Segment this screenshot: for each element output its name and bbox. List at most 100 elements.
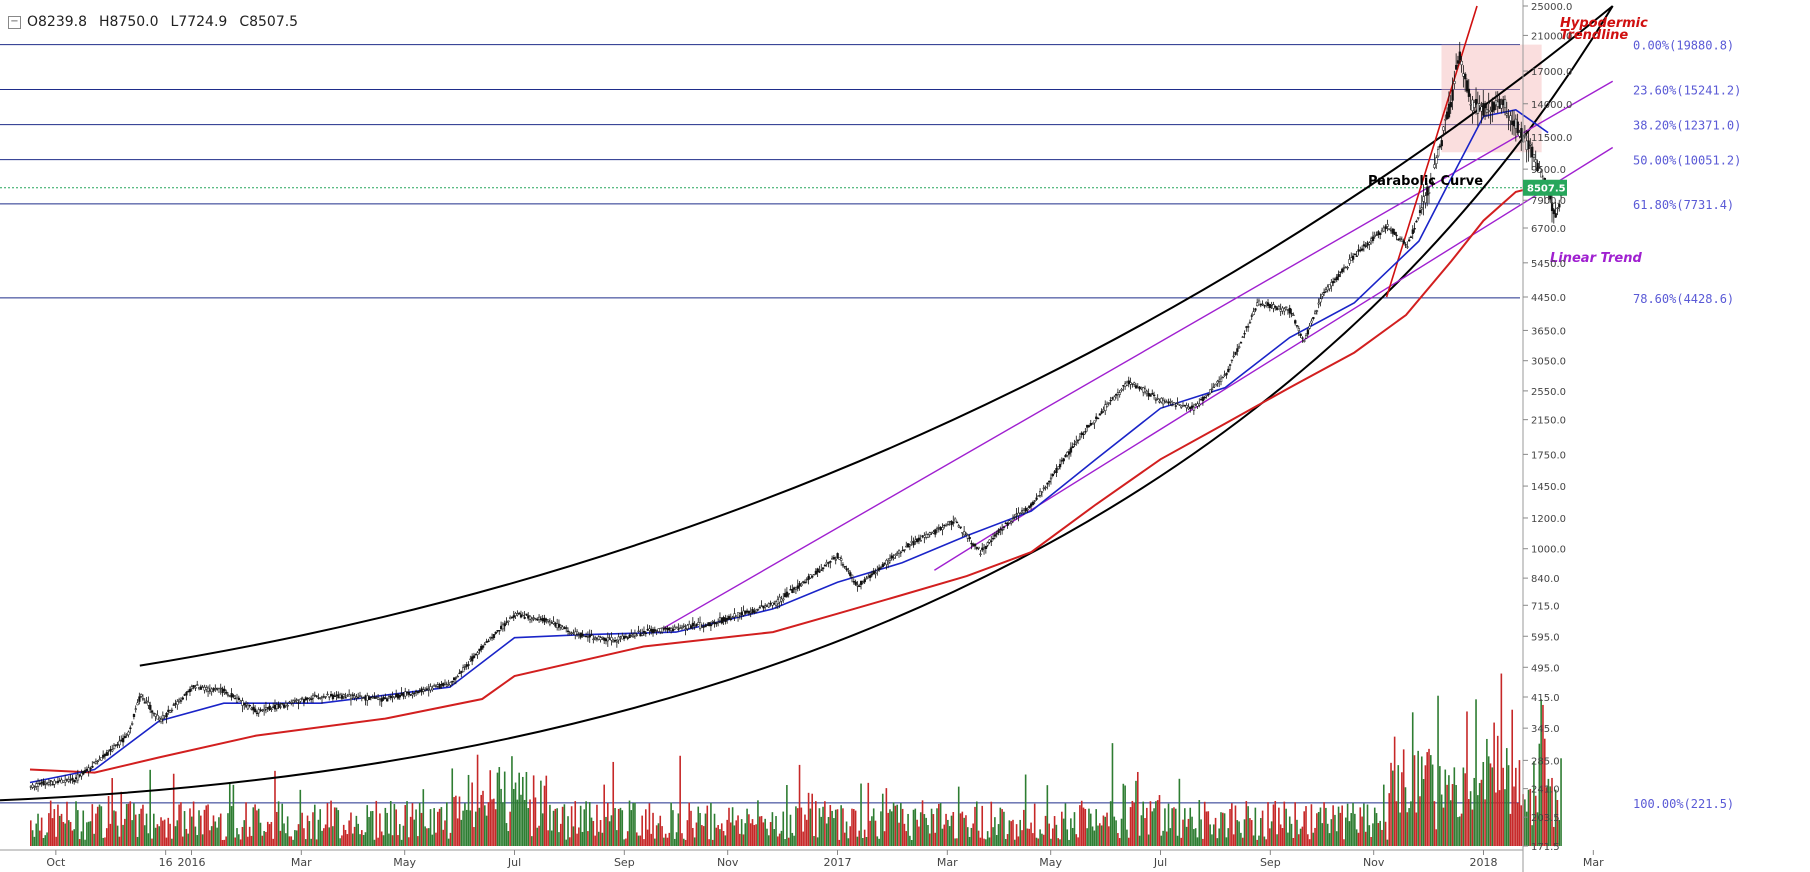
volume-bar	[672, 810, 674, 846]
volume-bar	[57, 804, 59, 846]
volume-bar	[983, 838, 985, 846]
volume-bar	[581, 831, 584, 846]
candle-body	[1556, 207, 1559, 210]
volume-bar	[710, 802, 712, 846]
candle-body	[1210, 388, 1214, 390]
volume-bar	[858, 830, 861, 846]
y-tick-label: 3650.0	[1531, 326, 1566, 337]
volume-bar	[849, 826, 851, 846]
candle-body	[532, 617, 535, 619]
candle-body	[604, 638, 608, 642]
candle-body	[131, 723, 134, 725]
volume-bar	[1558, 819, 1561, 846]
candle-body	[1411, 229, 1414, 234]
volume-bar	[1258, 835, 1260, 846]
volume-bar	[907, 813, 909, 846]
volume-bar	[281, 803, 284, 846]
volume-bar	[1424, 765, 1427, 846]
volume-bar	[829, 805, 832, 846]
volume-bar	[438, 808, 441, 846]
volume-bar	[641, 815, 643, 846]
y-tick-label: 840.0	[1531, 574, 1560, 585]
volume-bar	[684, 839, 687, 846]
volume-bar	[317, 819, 320, 846]
volume-bar	[1249, 818, 1251, 846]
volume-bar	[1283, 801, 1286, 846]
volume-bar	[1131, 800, 1134, 846]
price-axis[interactable]: 25000.021000.017000.014000.011500.09500.…	[1522, 0, 1572, 872]
volume-bar	[1453, 767, 1456, 846]
candle-body	[266, 707, 270, 709]
volume-bar	[1373, 807, 1376, 846]
volume-bar	[163, 819, 166, 846]
candle-body	[1408, 239, 1411, 242]
candle-body	[932, 531, 935, 534]
y-tick-label: 203.5	[1531, 813, 1560, 824]
volume-bar	[212, 815, 215, 846]
candle-body	[1111, 397, 1114, 399]
volume-bar	[1406, 812, 1409, 846]
candle-body	[136, 702, 139, 706]
candle-body	[778, 596, 781, 603]
candle-body	[1333, 278, 1337, 281]
volume-bar	[115, 811, 117, 846]
volume-bar	[1057, 838, 1059, 846]
candle-body	[1415, 220, 1418, 223]
volume-bar	[30, 820, 32, 846]
volume-bar	[863, 829, 866, 846]
volume-bar	[105, 828, 108, 846]
volume-bar	[954, 838, 956, 846]
candle-body	[212, 688, 215, 691]
high-value: H8750.0	[99, 14, 159, 30]
volume-bar	[104, 837, 106, 846]
volume-bar	[1363, 803, 1365, 846]
volume-bar	[992, 827, 994, 846]
volume-bar	[1538, 743, 1541, 846]
volume-bar	[1551, 777, 1553, 846]
candle-body	[941, 527, 944, 530]
candle-body	[545, 619, 548, 621]
volume-bar	[328, 827, 331, 846]
volume-bar	[892, 802, 895, 846]
volume-bar	[865, 836, 868, 846]
candle-body	[829, 561, 832, 563]
candle-body	[415, 690, 418, 693]
volume-bar	[997, 824, 1000, 846]
volume-bar	[1471, 809, 1474, 846]
candle-body	[105, 752, 109, 756]
candle-body	[1198, 403, 1201, 406]
candle-body	[628, 634, 631, 639]
candle-body	[324, 696, 327, 698]
candle-body	[585, 635, 588, 638]
candle-body	[1498, 98, 1501, 109]
volume-bar	[1053, 816, 1056, 846]
volume-bar	[1319, 807, 1322, 846]
candle-body	[429, 686, 432, 691]
volume-bar	[1245, 801, 1248, 846]
volume-bar	[33, 836, 36, 846]
candle-body	[536, 618, 539, 621]
volume-bar	[1515, 767, 1517, 846]
volume-bar	[256, 810, 258, 846]
volume-bar	[270, 821, 273, 846]
volume-bar	[1428, 748, 1430, 846]
volume-bar	[831, 810, 833, 846]
candle-body	[438, 684, 441, 689]
time-axis[interactable]: Oct 16 2016 Mar May Jul Sep Nov 2017 Mar May Jul Sep…	[0, 849, 1604, 869]
volume-bar	[1164, 808, 1166, 846]
candle-body	[1315, 310, 1319, 312]
collapse-icon[interactable]: −	[8, 15, 21, 29]
candle-body	[523, 617, 526, 619]
candle-body	[601, 636, 604, 639]
volume-bar	[1455, 785, 1457, 846]
fibonacci-levels: 0.00%(19880.8)23.60%(15241.2)38.20%(1237…	[0, 39, 1741, 811]
candle-body	[959, 526, 962, 529]
candle-body	[234, 697, 237, 700]
volume-bar	[1091, 826, 1094, 846]
close-value: C8507.5	[239, 14, 299, 30]
volume-bar	[948, 826, 951, 846]
candle-body	[702, 626, 705, 628]
volume-bar	[1212, 824, 1215, 846]
candle-body	[58, 780, 61, 782]
